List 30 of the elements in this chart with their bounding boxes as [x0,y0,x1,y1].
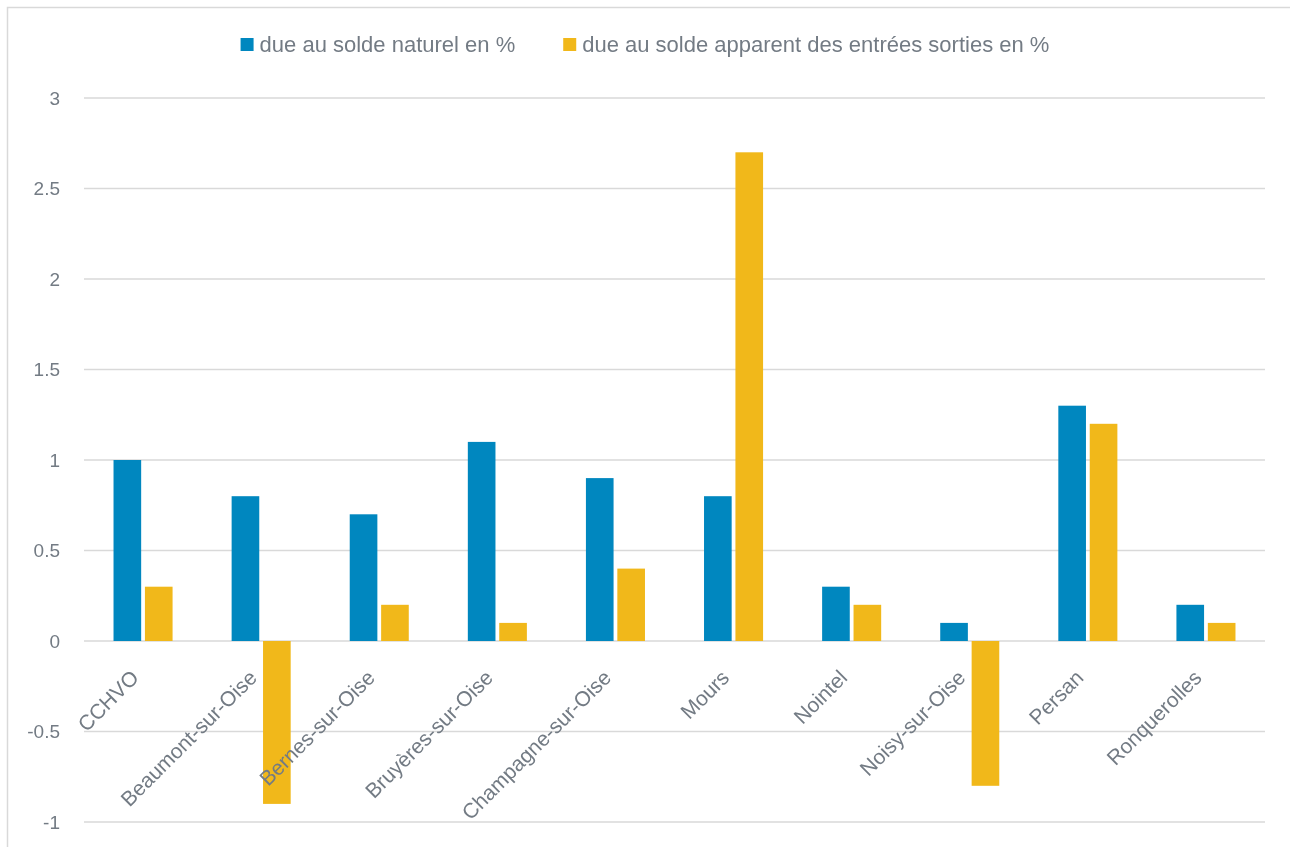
y-tick-label: 2.5 [33,178,60,200]
bar [1207,622,1236,641]
legend-label: due au solde apparent des entrées sorties en % [582,32,1050,57]
bar [617,568,645,641]
bar [113,460,142,641]
y-tick-label: -0.5 [27,721,60,743]
y-tick-label: 1 [49,449,60,471]
bar [1058,405,1086,641]
bar [585,478,614,641]
y-tick-label: 0 [49,630,60,652]
bar [231,496,260,641]
y-tick-label: 2 [49,268,60,290]
bar [467,441,496,641]
bar [144,586,173,641]
bar [1176,604,1205,641]
bar [349,514,378,641]
y-tick-label: 1.5 [33,359,60,381]
bar [499,622,527,641]
y-tick-label: 3 [49,87,60,109]
bar [853,604,882,641]
y-tick-label: 0.5 [33,540,60,562]
legend-label: due au solde naturel en % [259,32,516,57]
bar [971,641,1000,786]
bar [704,496,732,641]
bar [940,622,968,641]
bar [381,604,409,641]
bar [735,152,764,641]
y-tick-label: -1 [43,811,60,833]
bar [1089,423,1118,641]
bar [822,586,850,641]
